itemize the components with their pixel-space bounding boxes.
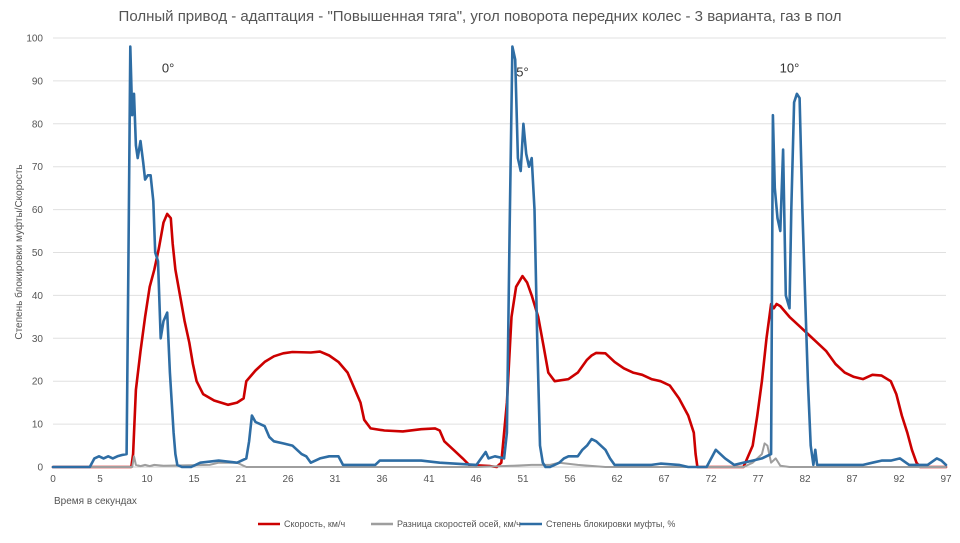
- x-tick-label: 72: [705, 474, 717, 485]
- x-tick-label: 92: [893, 474, 905, 485]
- legend-label: Степень блокировки муфты, %: [546, 519, 675, 529]
- x-tick-label: 67: [658, 474, 670, 485]
- y-tick-label: 80: [32, 119, 44, 130]
- y-tick-label: 40: [32, 291, 44, 302]
- x-tick-label: 77: [752, 474, 764, 485]
- x-tick-label: 31: [329, 474, 341, 485]
- x-tick-label: 97: [940, 474, 952, 485]
- y-tick-label: 20: [32, 377, 44, 388]
- y-tick-label: 90: [32, 76, 44, 87]
- x-axis-title: Время в секундах: [54, 496, 137, 507]
- annotations: 0° 5° 10°: [162, 60, 799, 79]
- series-line-2: [51, 45, 948, 469]
- x-tick-label: 15: [188, 474, 200, 485]
- x-tick-label: 82: [799, 474, 811, 485]
- grid-lines: [53, 37, 946, 468]
- y-axis-title: Степень блокировки муфты/Скорость: [13, 164, 25, 339]
- x-tick-label: 10: [141, 474, 153, 485]
- x-tick-label: 26: [282, 474, 294, 485]
- annotation-label: 5°: [516, 65, 528, 80]
- y-tick-label: 100: [26, 34, 43, 45]
- x-tick-label: 46: [470, 474, 482, 485]
- series-line-0: [51, 212, 948, 469]
- x-tick-label: 56: [564, 474, 576, 485]
- x-tick-label: 21: [235, 474, 247, 485]
- x-tick-label: 36: [376, 474, 388, 485]
- y-tick-label: 60: [32, 205, 44, 216]
- annotation-label: 10°: [780, 60, 800, 75]
- y-tick-label: 10: [32, 420, 44, 431]
- y-tick-label: 30: [32, 334, 44, 345]
- y-tick-label: 50: [32, 248, 44, 259]
- series-line-1: [52, 442, 947, 468]
- x-tick-label: 87: [846, 474, 858, 485]
- axes: 0 10 20 30 40 50 60 70 80 90 100 0 5 10 15 21 26 31 36 41 46…: [26, 34, 952, 486]
- legend-label: Разница скоростей осей, км/ч: [397, 519, 521, 529]
- x-tick-label: 0: [50, 474, 56, 485]
- chart-title: Полный привод - адаптация - "Повышенная …: [119, 8, 842, 25]
- x-tick-label: 41: [423, 474, 435, 485]
- x-tick-label: 51: [517, 474, 529, 485]
- series-lines: [51, 45, 948, 469]
- x-tick-label: 62: [611, 474, 623, 485]
- y-tick-label: 0: [37, 463, 43, 474]
- legend-label: Скорость, км/ч: [284, 519, 345, 529]
- legend: Скорость, км/ч Разница скоростей осей, км…: [258, 519, 675, 529]
- y-tick-label: 70: [32, 162, 44, 173]
- annotation-label: 0°: [162, 60, 174, 75]
- x-tick-label: 5: [97, 474, 103, 485]
